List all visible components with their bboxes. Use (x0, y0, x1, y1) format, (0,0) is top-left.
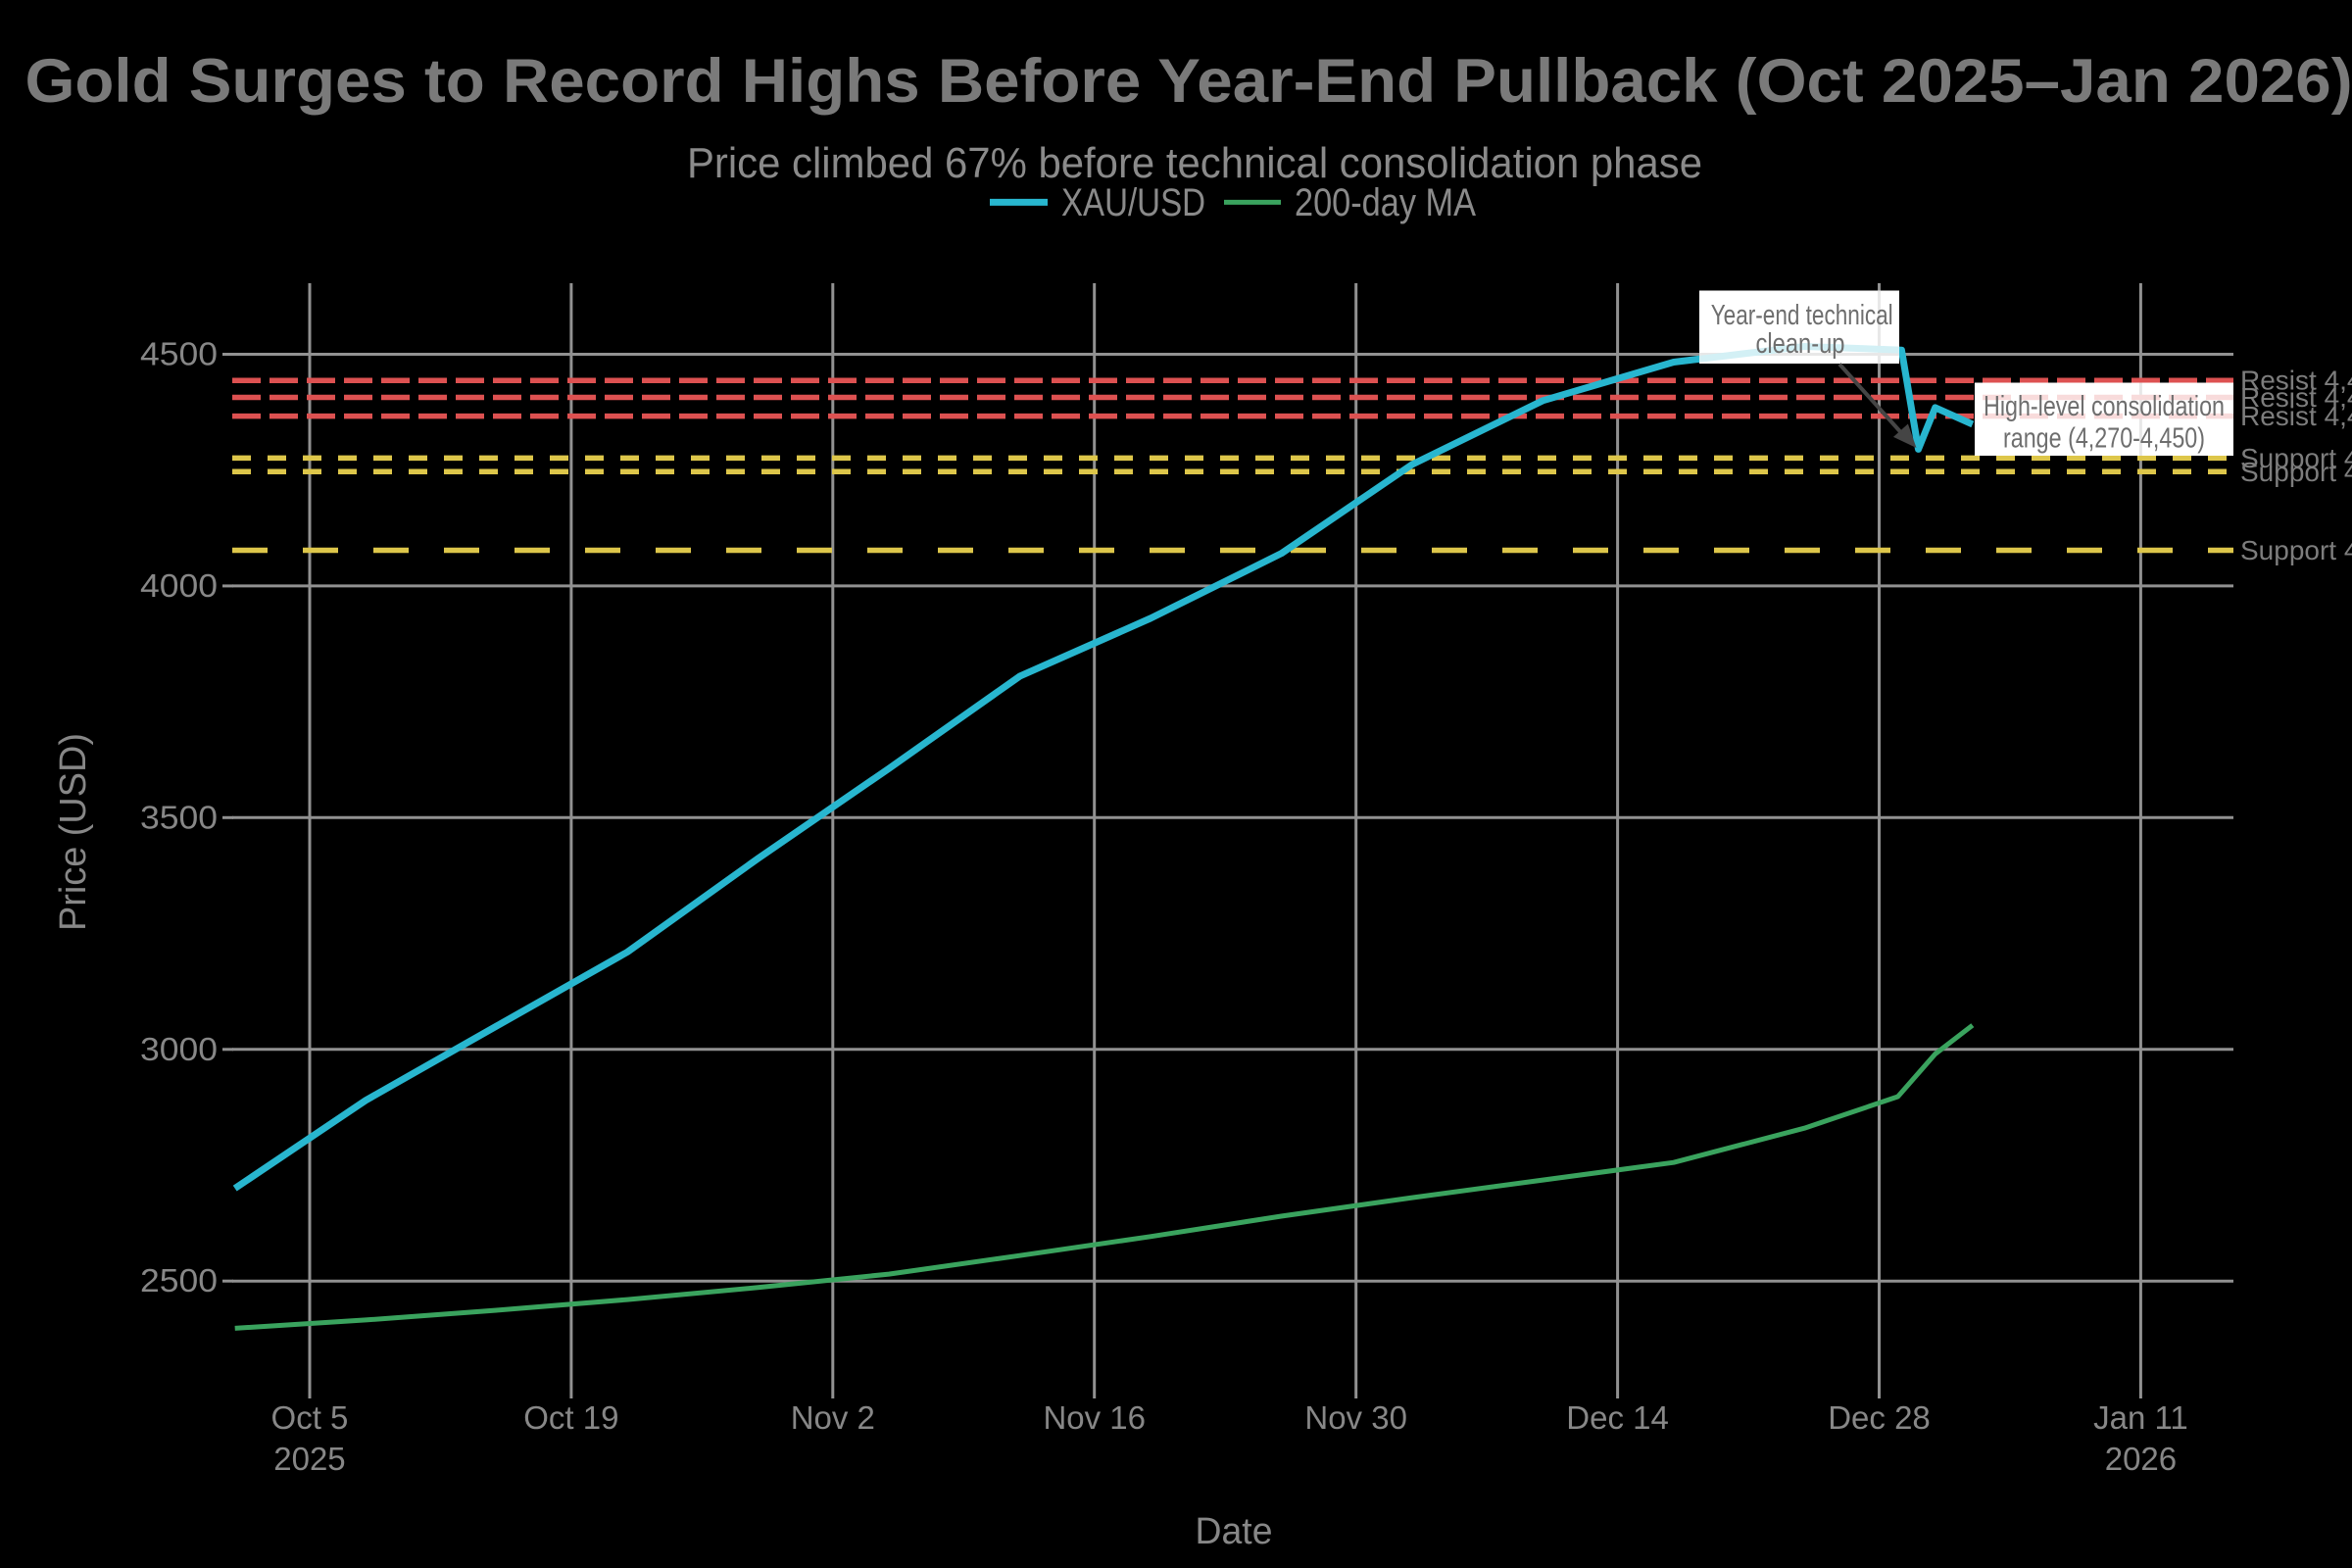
svg-text:4000: 4000 (140, 567, 218, 604)
svg-text:XAU/USD: XAU/USD (1061, 181, 1205, 224)
svg-text:Nov 16: Nov 16 (1043, 1399, 1146, 1436)
svg-text:Resist 4,430: Resist 4,430 (2240, 382, 2352, 413)
svg-text:Dec 14: Dec 14 (1566, 1399, 1669, 1436)
svg-text:clean-up: clean-up (1756, 328, 1845, 360)
svg-text:Date: Date (1196, 1511, 1273, 1552)
svg-text:Nov 2: Nov 2 (791, 1399, 875, 1436)
svg-text:Nov 30: Nov 30 (1304, 1399, 1407, 1436)
svg-text:3500: 3500 (140, 799, 218, 835)
svg-text:Year-end technical: Year-end technical (1711, 300, 1893, 331)
svg-text:3000: 3000 (140, 1031, 218, 1067)
svg-text:Price climbed 67% before techn: Price climbed 67% before technical conso… (687, 139, 1702, 187)
svg-text:Price (USD): Price (USD) (53, 733, 94, 931)
svg-text:Resist 4,450: Resist 4,450 (2240, 366, 2352, 396)
svg-text:range (4,270-4,450): range (4,270-4,450) (2003, 423, 2205, 455)
svg-text:2025: 2025 (273, 1441, 345, 1477)
svg-text:4500: 4500 (140, 336, 218, 372)
svg-text:High-level consolidation: High-level consolidation (1984, 391, 2225, 422)
svg-text:Support 4,080: Support 4,080 (2240, 535, 2352, 565)
svg-text:Gold Surges to Record Highs Be: Gold Surges to Record Highs Before Year-… (25, 47, 2352, 116)
svg-text:200-day MA: 200-day MA (1295, 181, 1476, 224)
svg-text:Jan 11: Jan 11 (2093, 1399, 2188, 1436)
svg-text:Support 4,250: Support 4,250 (2240, 457, 2352, 487)
svg-text:2500: 2500 (140, 1262, 218, 1298)
svg-text:Oct 5: Oct 5 (271, 1399, 349, 1436)
svg-text:2026: 2026 (2105, 1441, 2177, 1477)
svg-text:Support 4,270: Support 4,270 (2240, 443, 2352, 473)
svg-text:Oct 19: Oct 19 (523, 1399, 618, 1436)
svg-text:Resist 4,400: Resist 4,400 (2240, 401, 2352, 431)
svg-text:Dec 28: Dec 28 (1828, 1399, 1931, 1436)
